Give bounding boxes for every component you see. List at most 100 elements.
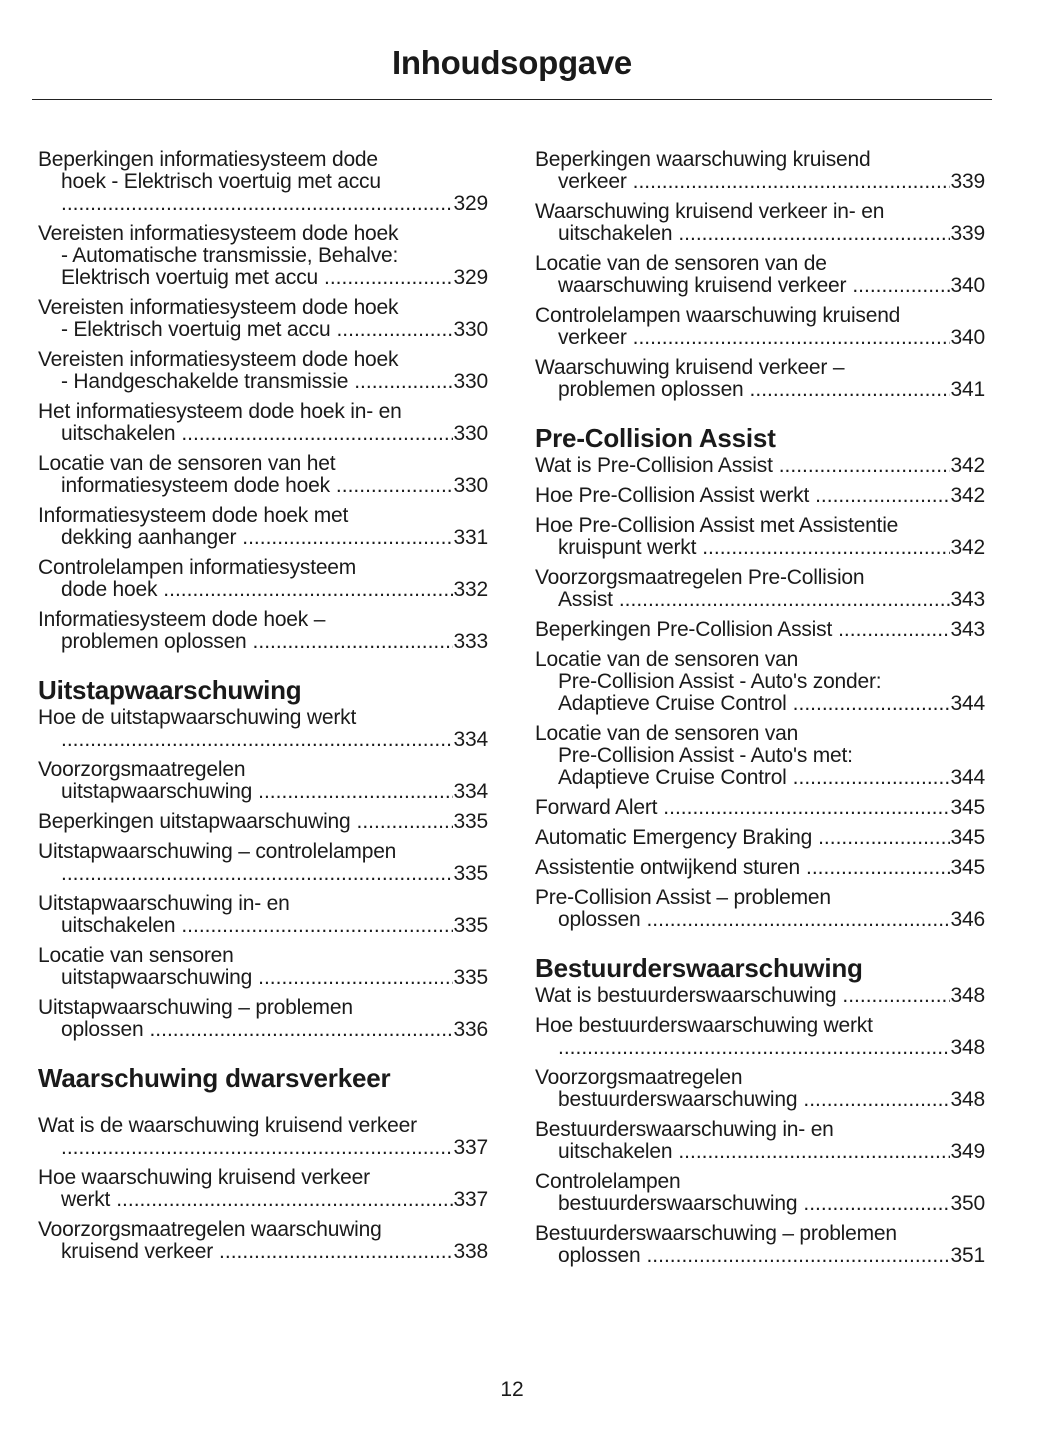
- toc-entry[interactable]: Waarschuwing kruisend verkeer in- en uits…: [535, 201, 985, 245]
- toc-entry-line: - Elektrisch voertuig met accu 330: [38, 319, 488, 341]
- toc-page-number[interactable]: 330: [453, 422, 489, 445]
- toc-page-number[interactable]: 342: [950, 484, 986, 507]
- toc-page-number[interactable]: 334: [453, 780, 489, 803]
- toc-page-number[interactable]: 343: [950, 588, 986, 611]
- toc-page-number[interactable]: 335: [453, 862, 489, 885]
- toc-entry[interactable]: Voorzorgsmaatregelen waarschuwing kruisen…: [38, 1219, 488, 1263]
- toc-entry[interactable]: Beperkingen Pre-Collision Assist 343: [535, 619, 985, 641]
- toc-entry[interactable]: Beperkingen waarschuwing kruisend verkeer…: [535, 149, 985, 193]
- toc-entry[interactable]: Controlelampen informatiesysteem dode hoe…: [38, 557, 488, 601]
- toc-page-number[interactable]: 331: [453, 526, 489, 549]
- toc-page-number[interactable]: 337: [453, 1188, 489, 1211]
- toc-entry[interactable]: Controlelampen waarschuwing kruisend verk…: [535, 305, 985, 349]
- dot-leader: [558, 1037, 950, 1059]
- toc-entry[interactable]: Vereisten informatiesysteem dode hoek - E…: [38, 297, 488, 341]
- toc-entry-line: kruispunt werkt 342: [535, 537, 985, 559]
- toc-page-number[interactable]: 341: [950, 378, 986, 401]
- dot-leader: [336, 319, 452, 341]
- toc-entry[interactable]: Informatiesysteem dode hoek – problemen o…: [38, 609, 488, 653]
- toc-entry[interactable]: Uitstapwaarschuwing – controlelampen 335: [38, 841, 488, 885]
- toc-page-number[interactable]: 348: [950, 1036, 986, 1059]
- toc-entry[interactable]: Locatie van de sensoren van Pre-Collision…: [535, 723, 985, 789]
- toc-page-number[interactable]: 329: [453, 192, 489, 215]
- toc-entry-text: oplossen: [558, 1244, 641, 1267]
- toc-page-number[interactable]: 345: [950, 796, 986, 819]
- toc-entry-text: Wat is de waarschuwing kruisend verkeer: [38, 1114, 417, 1137]
- toc-page-number[interactable]: 334: [453, 728, 489, 751]
- toc-entry-line: Voorzorgsmaatregelen Pre-Collision: [535, 567, 985, 589]
- toc-entry[interactable]: Waarschuwing kruisend verkeer – problemen…: [535, 357, 985, 401]
- toc-page-number[interactable]: 348: [950, 1088, 986, 1111]
- toc-page-number[interactable]: 350: [950, 1192, 986, 1215]
- toc-entry[interactable]: Informatiesysteem dode hoek met dekking a…: [38, 505, 488, 549]
- dot-leader: [61, 1137, 453, 1159]
- toc-entry-line: 337: [38, 1136, 489, 1159]
- toc-entry[interactable]: Het informatiesysteem dode hoek in- en ui…: [38, 401, 488, 445]
- toc-entry[interactable]: Automatic Emergency Braking 345: [535, 827, 985, 849]
- toc-page-number[interactable]: 351: [950, 1244, 986, 1267]
- toc-entry-text: kruispunt werkt: [558, 536, 697, 559]
- section-heading: Uitstapwaarschuwing: [38, 675, 302, 705]
- dot-leader: [61, 863, 453, 885]
- toc-entry[interactable]: Forward Alert 345: [535, 797, 985, 819]
- toc-page-number[interactable]: 349: [950, 1140, 986, 1163]
- toc-page-number[interactable]: 345: [950, 856, 986, 879]
- toc-page-number[interactable]: 335: [453, 810, 489, 833]
- toc-page-number[interactable]: 348: [950, 984, 986, 1007]
- toc-page-number[interactable]: 340: [950, 274, 986, 297]
- toc-page-number[interactable]: 339: [950, 170, 986, 193]
- toc-page-number[interactable]: 338: [453, 1240, 489, 1263]
- toc-entry[interactable]: Beperkingen informatiesysteem dode hoek -…: [38, 149, 488, 215]
- toc-page-number[interactable]: 336: [453, 1018, 489, 1041]
- toc-page-number[interactable]: 345: [950, 826, 986, 849]
- toc-page-number[interactable]: 344: [950, 692, 986, 715]
- toc-entry-line: uitschakelen 330: [38, 423, 488, 445]
- toc-page-number[interactable]: 332: [453, 578, 489, 601]
- toc-entry[interactable]: Locatie van de sensoren van het informati…: [38, 453, 488, 497]
- toc-entry[interactable]: Wat is bestuurderswaarschuwing 348: [535, 985, 985, 1007]
- toc-entry[interactable]: Voorzorgsmaatregelen Pre-Collision Assist…: [535, 567, 985, 611]
- toc-entry[interactable]: Vereisten informatiesysteem dode hoek - H…: [38, 349, 488, 393]
- toc-page-number[interactable]: 330: [453, 474, 489, 497]
- toc-entry[interactable]: Locatie van de sensoren van Pre-Collision…: [535, 649, 985, 715]
- toc-page-number[interactable]: 346: [950, 908, 986, 931]
- toc-entry[interactable]: Vereisten informatiesysteem dode hoek - A…: [38, 223, 488, 289]
- toc-entry[interactable]: Locatie van de sensoren van de waarschuwi…: [535, 253, 985, 297]
- toc-page-number[interactable]: 337: [453, 1136, 489, 1159]
- toc-page-number[interactable]: 335: [453, 966, 489, 989]
- toc-page-number[interactable]: 342: [950, 536, 986, 559]
- toc-entry-text: Pre-Collision Assist – problemen: [535, 886, 831, 909]
- toc-page-number[interactable]: 340: [950, 326, 986, 349]
- toc-page-number[interactable]: 329: [453, 266, 489, 289]
- toc-page-number[interactable]: 342: [950, 454, 986, 477]
- toc-page-number[interactable]: 339: [950, 222, 986, 245]
- toc-entry[interactable]: Assistentie ontwijkend sturen 345: [535, 857, 985, 879]
- toc-entry-text: Voorzorgsmaatregelen waarschuwing: [38, 1218, 382, 1241]
- toc-entry[interactable]: Pre-Collision Assist – problemen oplossen…: [535, 887, 985, 931]
- toc-entry[interactable]: Bestuurderswaarschuwing – problemen oplos…: [535, 1223, 985, 1267]
- toc-entry[interactable]: Hoe de uitstapwaarschuwing werkt 334: [38, 707, 488, 751]
- toc-entry[interactable]: Hoe bestuurderswaarschuwing werkt 348: [535, 1015, 985, 1059]
- toc-entry-text: Informatiesysteem dode hoek met: [38, 504, 349, 527]
- toc-page-number[interactable]: 330: [453, 370, 489, 393]
- toc-page-number[interactable]: 343: [950, 618, 986, 641]
- toc-page-number[interactable]: 344: [950, 766, 986, 789]
- toc-page-number[interactable]: 335: [453, 914, 489, 937]
- toc-entry[interactable]: Wat is Pre-Collision Assist 342: [535, 455, 985, 477]
- toc-entry-line: Bestuurderswaarschuwing – problemen: [535, 1223, 985, 1245]
- toc-entry-line: Uitstapwaarschuwing – problemen: [38, 997, 488, 1019]
- toc-page-number[interactable]: 330: [453, 318, 489, 341]
- toc-entry[interactable]: Wat is de waarschuwing kruisend verkeer 3…: [38, 1115, 488, 1159]
- toc-entry[interactable]: Hoe Pre-Collision Assist werkt 342: [535, 485, 985, 507]
- toc-entry[interactable]: Beperkingen uitstapwaarschuwing 335: [38, 811, 488, 833]
- toc-page-number[interactable]: 333: [453, 630, 489, 653]
- toc-entry[interactable]: Voorzorgsmaatregelen bestuurderswaarschuw…: [535, 1067, 985, 1111]
- toc-entry[interactable]: Bestuurderswaarschuwing in- en uitschakel…: [535, 1119, 985, 1163]
- toc-entry[interactable]: Hoe Pre-Collision Assist met Assistentie…: [535, 515, 985, 559]
